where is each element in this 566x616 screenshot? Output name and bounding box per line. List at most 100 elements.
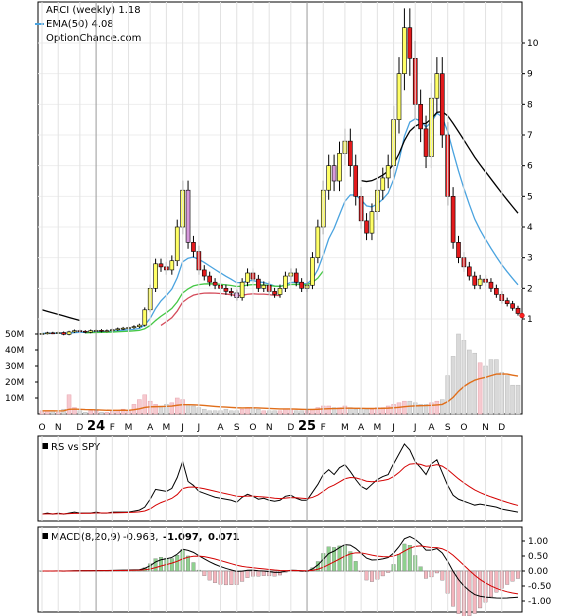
volume-tick-label: 30M	[5, 362, 24, 372]
volume-bar	[510, 384, 515, 415]
price-tick-label: 10	[527, 39, 539, 49]
macd-histogram-bar	[261, 570, 266, 576]
legend-entry: ARCI (weekly) 1.18	[46, 5, 141, 16]
long-ma-line-left	[41, 309, 81, 322]
candle-body	[66, 331, 72, 335]
macd-legend-label: MACD(8,20,9)	[51, 532, 121, 543]
month-label: M	[341, 423, 349, 433]
macd-histogram-bar	[370, 570, 374, 582]
volume-bar	[515, 384, 521, 415]
macd-histogram-bar	[332, 547, 337, 572]
candle-body	[477, 278, 483, 286]
macd-tick-label: 0.00	[528, 567, 548, 577]
volume-bar	[440, 399, 445, 415]
candle-body	[142, 309, 148, 326]
macd-histogram-bar	[451, 570, 456, 607]
candle-body	[418, 104, 423, 130]
candle-body	[504, 300, 510, 304]
volume-bar	[423, 404, 429, 415]
candle-body	[120, 327, 126, 330]
volume-bar	[137, 399, 142, 415]
volume-bar	[450, 356, 456, 415]
macd-histogram-bar	[456, 570, 461, 614]
volume-bar	[261, 410, 267, 415]
volume-average-line	[42, 373, 519, 412]
candle-body	[82, 330, 88, 333]
candle-body	[283, 275, 288, 289]
price-tick-label: 9	[527, 70, 533, 80]
volume-bar	[369, 408, 375, 415]
volume-bar	[504, 375, 510, 415]
volume-bar	[66, 394, 72, 415]
candle-body	[72, 330, 77, 333]
month-label: J	[413, 423, 417, 433]
volume-bar	[402, 400, 407, 415]
candle-body	[158, 263, 164, 268]
rs-average-line	[41, 463, 519, 515]
volume-bar	[293, 410, 299, 415]
macd-histogram-bar	[207, 570, 212, 581]
month-label: F	[110, 423, 115, 433]
volume-bar	[229, 410, 234, 415]
candle-body	[229, 291, 234, 294]
candle-body	[315, 226, 321, 258]
macd-histogram-bar	[326, 546, 331, 572]
candle-body	[515, 307, 521, 314]
volume-bar	[380, 407, 386, 415]
rs-legend-label: RS vs SPY	[51, 442, 101, 453]
month-label: D	[76, 423, 83, 433]
candle-body	[488, 281, 494, 289]
macd-histogram-bar	[175, 554, 180, 572]
macd-histogram-bar	[353, 561, 358, 572]
volume-bar	[385, 405, 391, 415]
macd-histogram-bar	[478, 570, 483, 609]
month-label: J	[391, 423, 395, 433]
volume-bar	[407, 400, 413, 415]
volume-tick-label: 50M	[5, 330, 24, 340]
volume-bar	[315, 407, 321, 415]
month-label: N	[55, 423, 62, 433]
volume-bar	[364, 408, 369, 415]
price-tick-label: 6	[527, 162, 533, 172]
price-tick-label: 8	[527, 100, 533, 110]
macd-histogram-bar	[467, 570, 472, 616]
macd-histogram-bar	[402, 543, 407, 572]
macd-tick-label: 1.00	[528, 537, 548, 547]
candle-body	[385, 165, 391, 179]
month-label: J	[180, 423, 184, 433]
macd-tick-label: -0.50	[528, 582, 552, 592]
candle-body	[510, 303, 515, 309]
macd-legend-box	[42, 533, 48, 539]
volume-tick-label: 40M	[5, 346, 24, 356]
volume-bar	[72, 407, 77, 415]
legend-entry: OptionChance.com	[46, 33, 141, 44]
volume-bar	[223, 408, 229, 415]
month-label: N	[482, 423, 489, 433]
price-tick-label: 4	[527, 223, 533, 233]
candle-body	[239, 281, 245, 298]
rs-panel: RS vs SPY	[37, 435, 523, 522]
year-label: 25	[298, 419, 316, 434]
price-frame	[37, 1, 523, 415]
candle-body	[326, 165, 331, 191]
macd-histogram-bar	[348, 551, 353, 572]
candle-body	[207, 275, 212, 283]
month-label: M	[373, 423, 381, 433]
month-label: D	[498, 423, 505, 433]
macd-histogram-bar	[407, 545, 412, 572]
volume-bar	[326, 405, 331, 415]
volume-bar	[207, 410, 212, 415]
macd-histogram-bar	[472, 570, 477, 614]
month-label: A	[147, 423, 154, 433]
volume-bar	[191, 405, 196, 415]
macd-signal-line	[41, 545, 519, 595]
macd-frame	[37, 526, 523, 613]
candle-body	[261, 284, 267, 289]
month-label: A	[217, 423, 224, 433]
year-label: 24	[87, 419, 105, 434]
candle-body	[348, 140, 353, 166]
month-label: J	[197, 423, 201, 433]
candle-body	[185, 189, 191, 243]
candle-body	[396, 73, 402, 120]
